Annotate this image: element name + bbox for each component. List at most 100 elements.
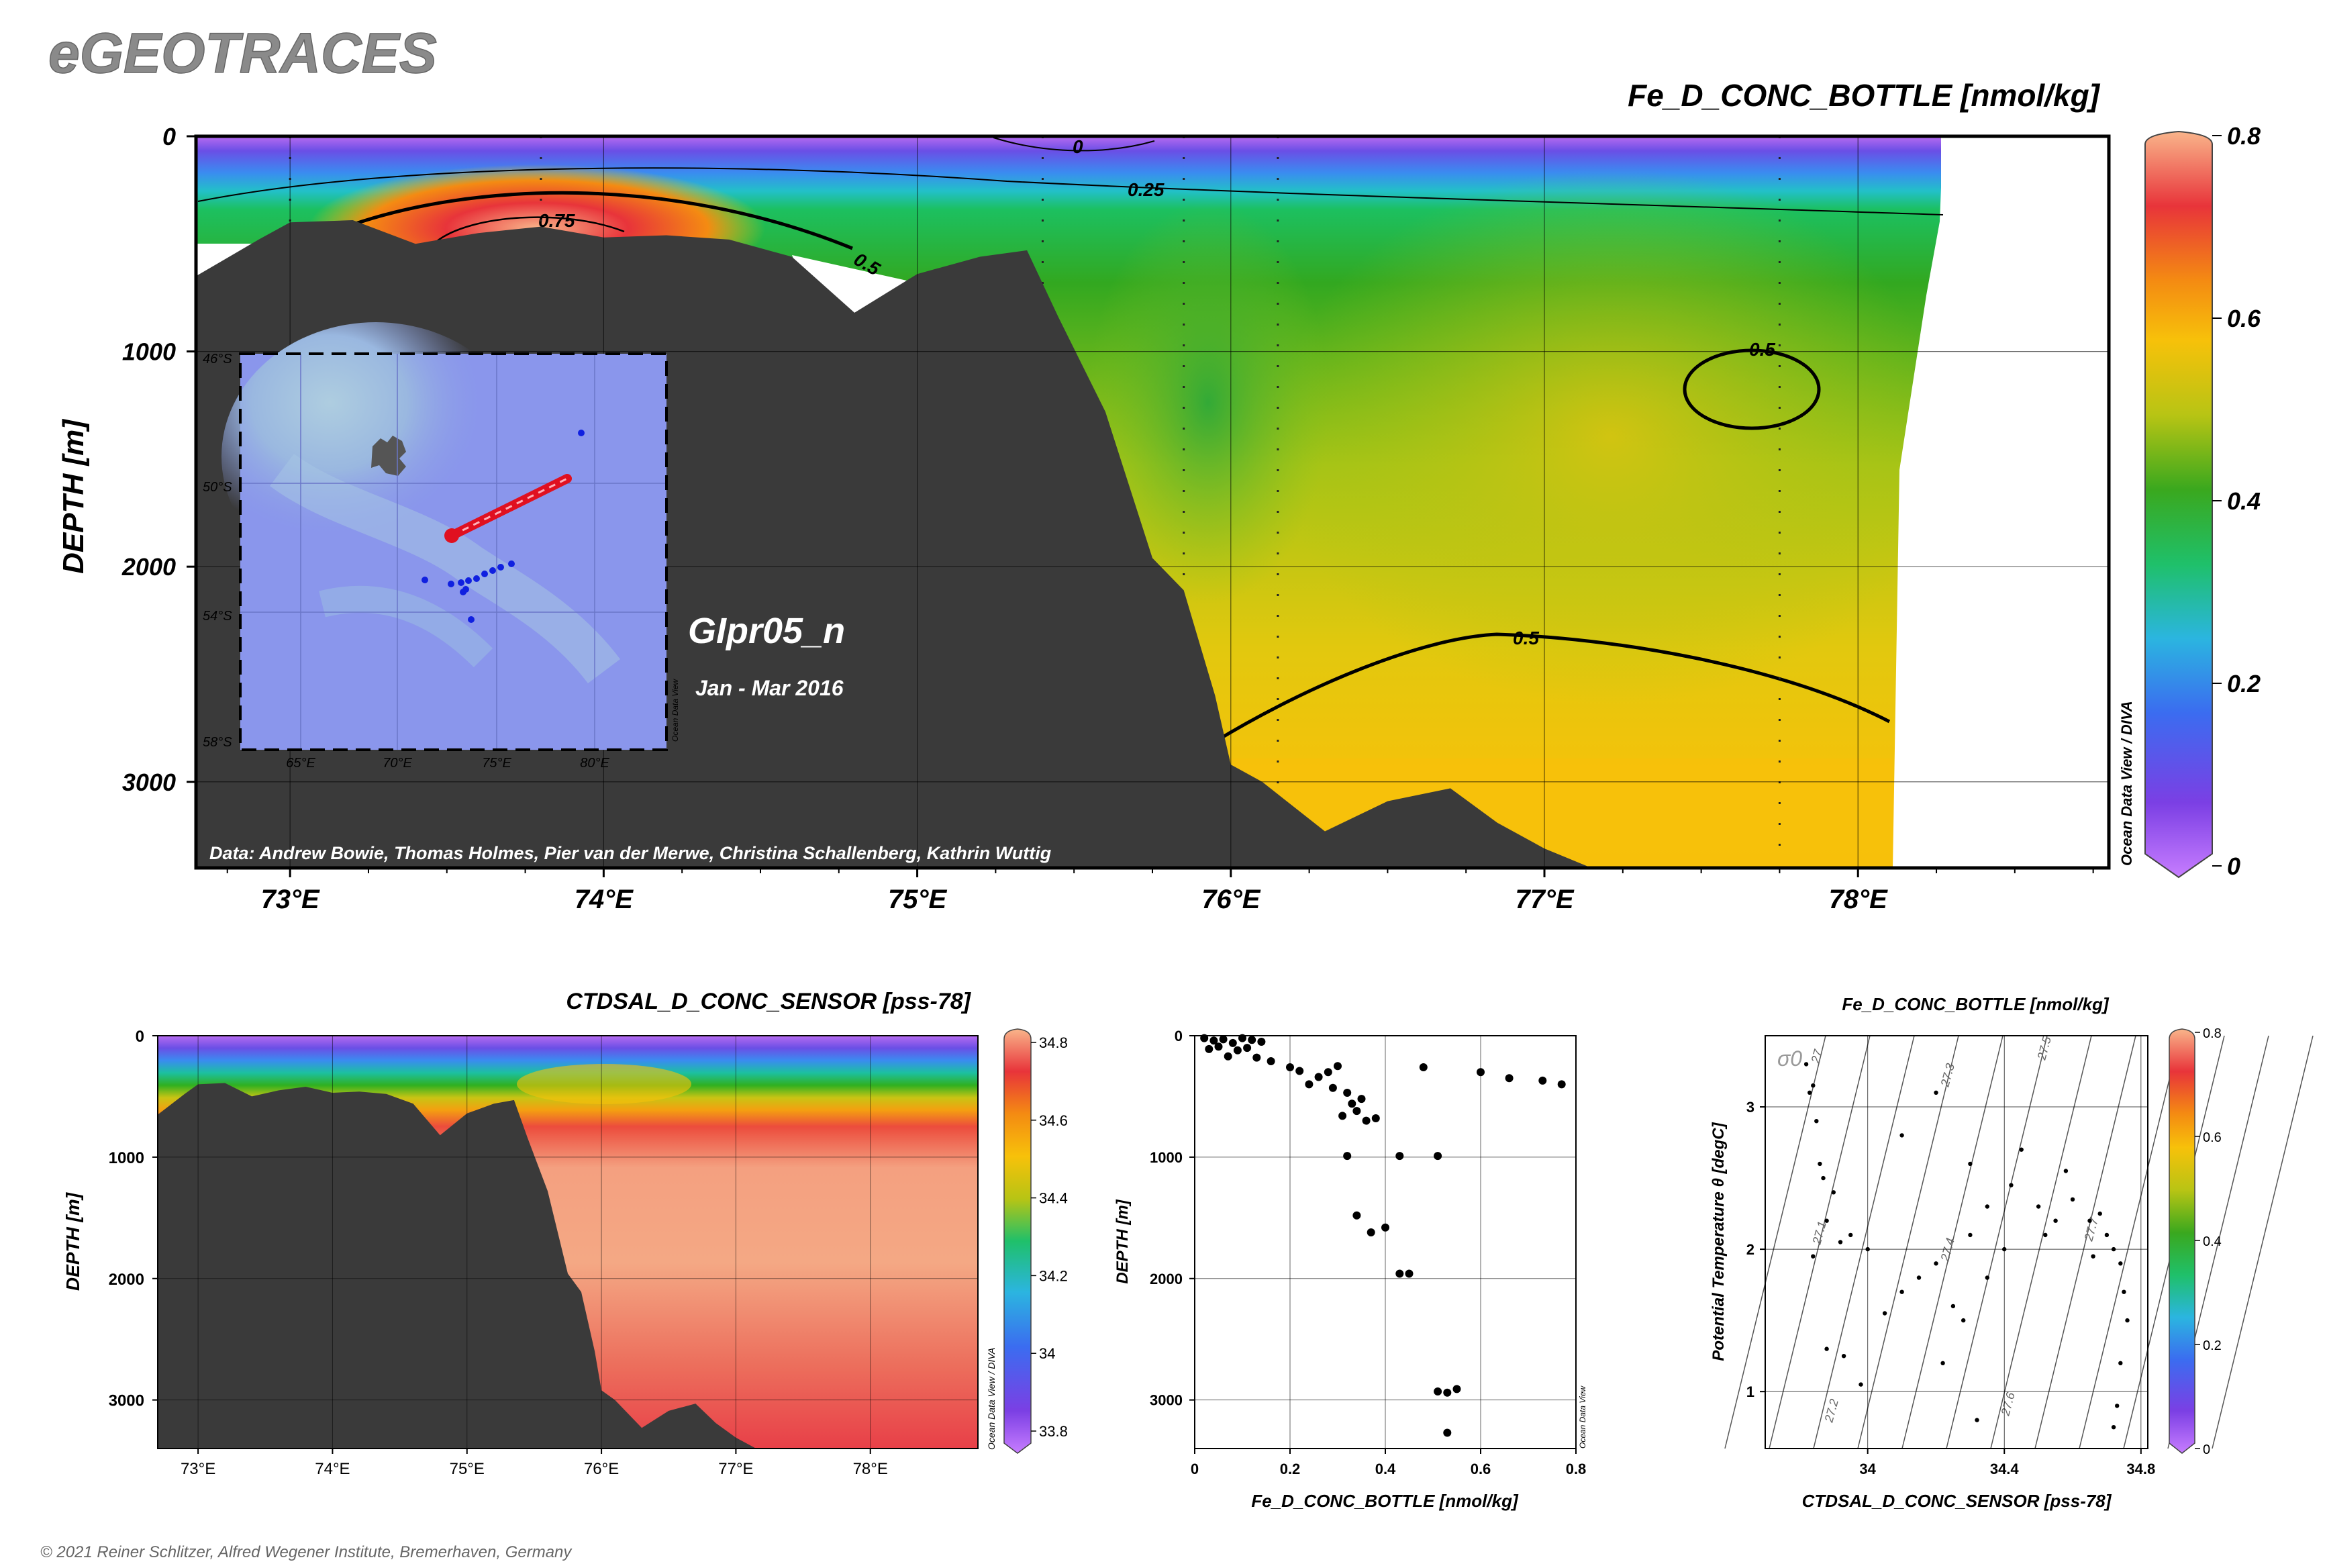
inset-lat-label: 50°S [203, 480, 232, 495]
ts-point [1968, 1161, 1973, 1167]
x-tick-label: 0 [1191, 1461, 1199, 1477]
ts-point [1899, 1133, 1904, 1138]
ts-point [2087, 1218, 2092, 1223]
ts-point [2104, 1232, 2110, 1238]
salinity-bathymetry [158, 1083, 756, 1449]
x-tick-label: 73°E [261, 885, 320, 914]
ts-point [2115, 1404, 2120, 1408]
y-tick-label: 2 [1746, 1241, 1754, 1258]
profile-point [1352, 1211, 1361, 1220]
profile-point [1314, 1073, 1323, 1081]
profile-scatter-chart: 0 0.2 0.4 0.6 0.8 0 1000 2000 3000 Fe_D_CONC_BOT… [1113, 1028, 1587, 1511]
contour-0 [993, 137, 1155, 152]
ts-ylabel: Potential Temperature θ [degC] [1710, 1122, 1728, 1361]
inset-lon-label: 70°E [383, 756, 412, 771]
profile-point [1214, 1042, 1223, 1051]
profile-grid [1195, 1036, 1576, 1449]
profile-point [1219, 1035, 1228, 1044]
ts-point [1899, 1289, 1904, 1294]
ts-grid [1765, 1036, 2148, 1449]
contour-0-5-deep [1214, 632, 1891, 744]
x-tick-label: 0.8 [1566, 1461, 1587, 1477]
cruise-name: GIpr05_n [688, 611, 845, 651]
colorbar-tick-label: 34.4 [1039, 1190, 1068, 1207]
ts-point [2111, 1246, 2116, 1252]
contour-label: 0.5 [1513, 628, 1539, 648]
profile-point [1338, 1112, 1347, 1120]
profile-point [1434, 1387, 1442, 1395]
ts-point [2118, 1361, 2123, 1366]
ts-point [1818, 1161, 1822, 1167]
ts-point [1934, 1261, 1938, 1266]
y-tick-label: 3 [1746, 1099, 1754, 1116]
x-tick-label: 78°E [853, 1460, 888, 1478]
x-tick-label: 76°E [584, 1460, 619, 1478]
colorbar-tick-label: 33.8 [1039, 1423, 1068, 1440]
colorbar-tick-label: 0 [2227, 852, 2240, 880]
colorbar-tick-label: 0.8 [2227, 122, 2261, 150]
colorbar-tick-label: 0.4 [2203, 1234, 2222, 1249]
y-tick-label: 1 [1746, 1383, 1754, 1400]
ts-point [1940, 1361, 1945, 1366]
y-tick-label: 3000 [1150, 1392, 1183, 1409]
contour-label: 0.5 [1749, 339, 1775, 360]
ts-point [1841, 1354, 1846, 1359]
profile-point [1357, 1095, 1366, 1104]
profile-point [1381, 1223, 1389, 1232]
profile-point [1405, 1269, 1414, 1278]
ts-point [2122, 1289, 2126, 1294]
profile-point [1286, 1063, 1294, 1071]
salinity-odv-tag: Ocean Data View / DIVA [986, 1348, 997, 1450]
ts-point [1975, 1418, 1979, 1422]
ts-point [2097, 1211, 2102, 1216]
ts-point [1811, 1083, 1816, 1088]
profile-xlabel: Fe_D_CONC_BOTTLE [nmol/kg] [1251, 1491, 1519, 1511]
y-tick-label: 2000 [109, 1271, 144, 1289]
y-tick-label: 3000 [109, 1392, 144, 1410]
main-section-chart: Fe_D_CONC_BOTTLE [nmol/kg] [57, 78, 2261, 914]
profile-point [1252, 1053, 1261, 1062]
profile-point [1343, 1152, 1352, 1161]
inset-lat-label: 54°S [203, 609, 232, 624]
ts-point [1814, 1119, 1819, 1124]
colorbar-tick-label: 34.8 [1039, 1034, 1068, 1051]
salinity-plot-frame [157, 1035, 979, 1449]
y-tick-label: 0 [136, 1028, 144, 1046]
salinity-axes: 73°E 74°E 75°E 76°E 77°E 78°E 0 1000 2000 3000 [109, 1028, 888, 1478]
ts-scatter-chart: Fe_D_CONC_BOTTLE [nmol/kg] 2727.127.227.… [1710, 994, 2314, 1511]
contour-label: 0 [1073, 136, 1083, 157]
profile-point [1419, 1063, 1428, 1071]
ts-point [1985, 1275, 1989, 1280]
profile-point [1557, 1080, 1566, 1089]
ts-plot-frame [1765, 1035, 2148, 1449]
profile-point [1348, 1099, 1356, 1108]
ts-point [2009, 1183, 2014, 1187]
ts-point [1961, 1318, 1966, 1323]
profile-point [1334, 1062, 1342, 1071]
main-odv-tag: Ocean Data View / DIVA [2118, 701, 2135, 866]
y-tick-label: 0 [1175, 1028, 1183, 1044]
salinity-title: CTDSAL_D_CONC_SENSOR [pss-78] [566, 989, 971, 1014]
ts-point [1848, 1232, 1853, 1238]
profile-point [1395, 1152, 1404, 1161]
sigma-label: σ0 [1777, 1046, 1802, 1071]
profile-point [1257, 1038, 1266, 1046]
ts-point [1859, 1382, 1863, 1387]
x-tick-label: 0.4 [1375, 1461, 1396, 1477]
profile-point [1434, 1152, 1442, 1161]
ts-point [1985, 1204, 1989, 1209]
profile-point [1452, 1385, 1461, 1393]
profile-point [1233, 1046, 1242, 1055]
colorbar-tick-label: 34.2 [1039, 1267, 1068, 1284]
x-tick-label: 34.8 [2126, 1461, 2155, 1477]
main-section-title: Fe_D_CONC_BOTTLE [nmol/kg] [1628, 78, 2101, 113]
fe-contours [197, 137, 1944, 744]
y-tick-label: 2000 [121, 553, 176, 581]
ts-point [1803, 1062, 1809, 1067]
x-tick-label: 78°E [1829, 885, 1888, 914]
profile-ylabel: DEPTH [m] [1113, 1199, 1132, 1283]
ts-point [1916, 1275, 1922, 1280]
colorbar-tick-label: 0.4 [2227, 487, 2261, 515]
ts-point [2036, 1204, 2041, 1209]
